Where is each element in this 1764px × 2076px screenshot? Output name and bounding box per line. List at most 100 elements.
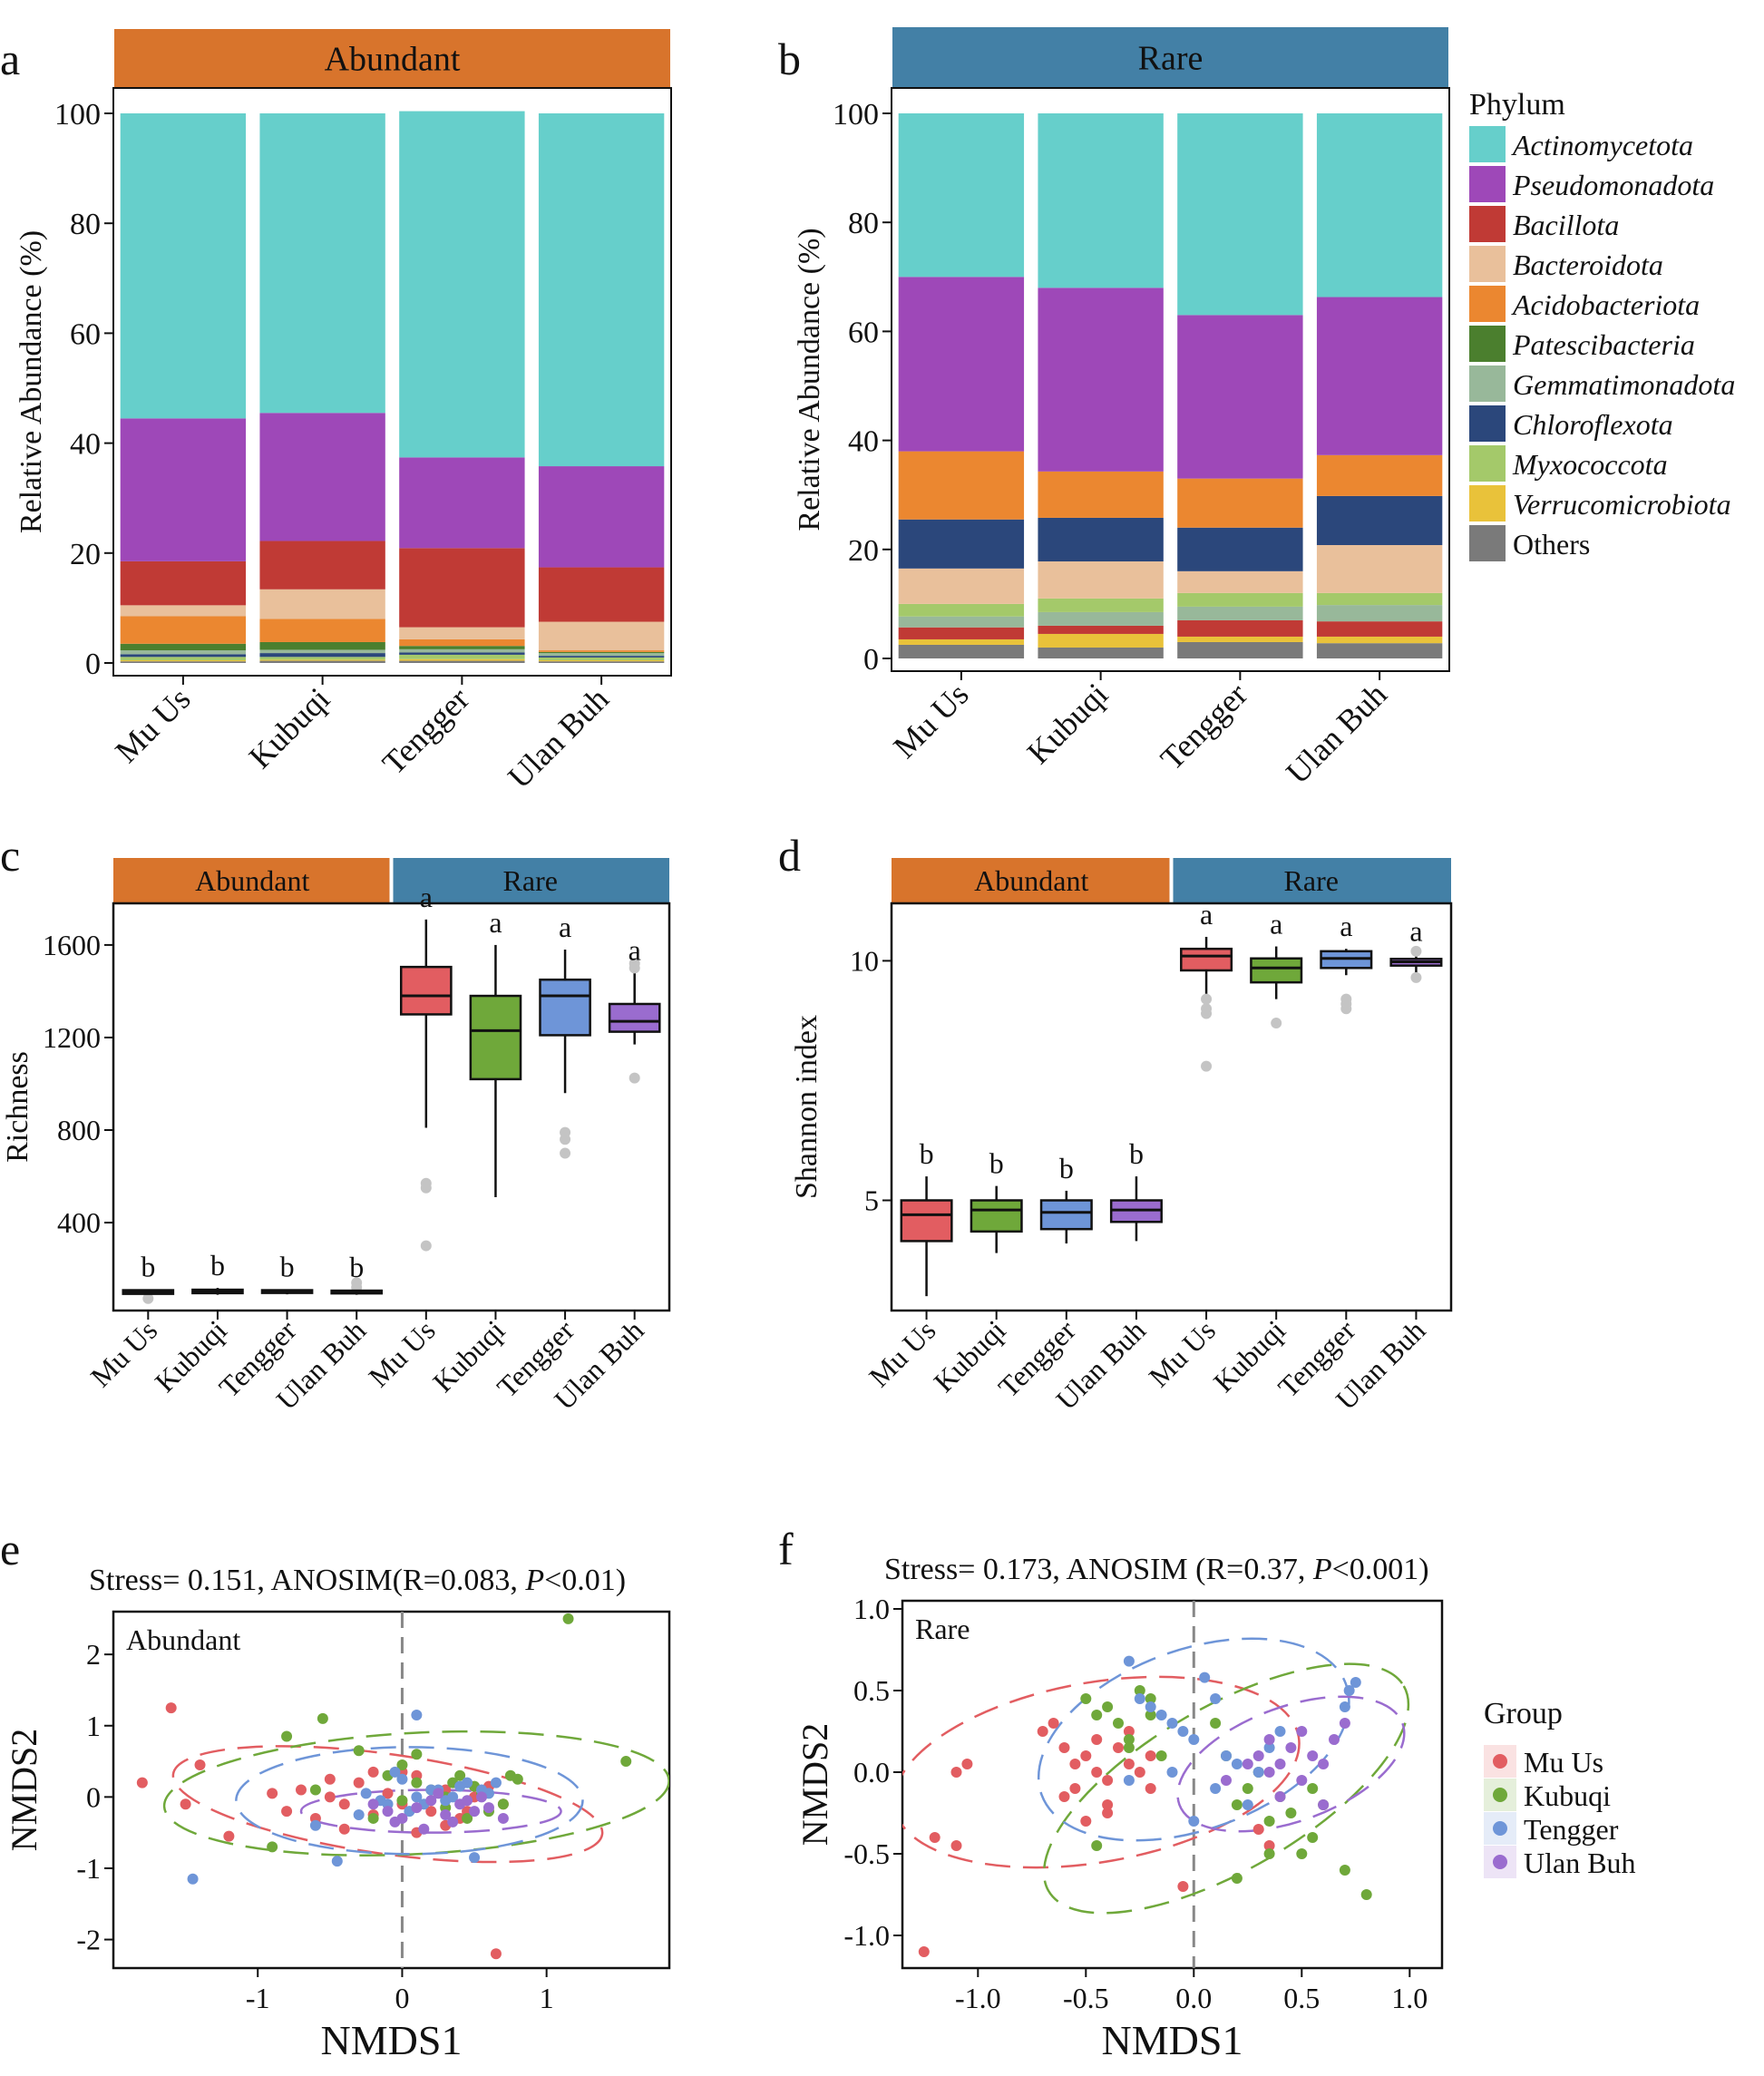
box-mu-us [1180,947,1233,972]
bar-segment-others [1177,641,1303,658]
box-mu-us [900,1199,953,1243]
point-ulan-buh [469,1806,481,1818]
point-tengger [360,1788,372,1799]
point-mu-us [1069,1783,1081,1794]
point-mu-us [324,1791,336,1803]
plot-title: Stress= 0.173, ANOSIM (R=0.37, P<0.001) [884,1553,1429,1586]
point-kubuqi [1145,1710,1156,1720]
x-tick-label: Mu Us [84,1313,164,1393]
plot-frame [112,1610,671,1970]
legend-label-myxococcota: Myxococcota [1512,448,1668,481]
bar-segment-pseudomonadota [120,418,247,561]
point-kubuqi [1263,1848,1275,1859]
ellipse-kubuqi [1042,1662,1410,1915]
legend-key-others [1469,525,1506,561]
significance-letter: b [141,1251,155,1283]
bar-segment-patescibacteria [120,643,247,651]
bar-segment-others [399,660,525,663]
box-outlier [351,1277,363,1289]
point-mu-us [1145,1750,1156,1761]
point-ulan-buh [389,1816,401,1827]
point-ulan-buh [1252,1750,1264,1761]
point-mu-us [353,1777,365,1788]
point-ulan-buh [1285,1742,1297,1753]
point-tengger [1350,1677,1361,1688]
facet-strip [892,27,1448,88]
x-tick-label: 0.5 [1283,1982,1320,2014]
point-mu-us [1058,1742,1070,1753]
legend-key-bacillota [1469,206,1506,242]
panel-b-stacked-bar: Rare 0 20 40 60 80 100 Relative Abundance (%) Mu… [793,27,1450,791]
point-tengger [1166,1767,1178,1778]
y-axis-title: NMDS2 [4,1729,44,1852]
box-outlier [1410,971,1422,983]
point-mu-us [1037,1726,1048,1737]
bar-segment-chloroflexota [259,653,385,658]
y-tick-label: 5 [864,1184,879,1217]
y-tick-label: 0 [86,1780,101,1813]
y-tick-label: 0.5 [853,1674,890,1707]
point-kubuqi [454,1769,466,1781]
point-kubuqi [462,1812,473,1824]
bar-segment-bacillota [538,567,665,622]
point-kubuqi [1307,1832,1319,1843]
legend-label-bacteroidota: Bacteroidota [1513,249,1663,281]
y-axis-title: NMDS2 [794,1723,835,1847]
box-kubuqi [469,994,522,1081]
bar-segment-actinomycetota [898,113,1025,278]
bar-segment-chloroflexota [1177,527,1303,571]
point-kubuqi [1360,1889,1372,1900]
y-tick-label: 80 [848,207,879,240]
bar-segment-pseudomonadota [259,413,385,541]
point-ulan-buh [1339,1718,1350,1729]
bar-segment-bacteroidota [1177,570,1303,593]
point-tengger [389,1766,401,1778]
point-kubuqi [396,1759,408,1770]
legend-key-mu-us [1493,1754,1507,1769]
point-mu-us [425,1806,437,1818]
point-mu-us [180,1798,191,1810]
box-outlier [420,1240,432,1252]
box-ulan-buh [608,1002,661,1033]
bar-segment-myxococcota [399,654,525,659]
facet-strip [114,29,670,88]
bar-segment-bacillota [898,627,1025,639]
bar-segment-bacteroidota [399,627,525,639]
point-kubuqi [411,1749,423,1760]
plot-frame [901,1599,1444,1970]
bar-segment-gemmatimonadota [1038,611,1164,626]
point-tengger [1231,1759,1243,1769]
legend-key-myxococcota [1469,445,1506,482]
point-tengger [411,1791,423,1803]
point-tengger [309,1819,321,1831]
box-kubuqi [970,1199,1023,1233]
x-tick-label: Mu Us [886,676,975,765]
legend-label-bacillota: Bacillota [1513,209,1619,241]
box-mu-us [399,965,453,1016]
y-tick-label: 0 [85,648,101,681]
point-mu-us [918,1946,930,1957]
legend-label-kubuqi: Kubuqi [1524,1779,1611,1812]
point-kubuqi [1091,1710,1103,1720]
point-mu-us [1102,1775,1114,1786]
bar-segment-chloroflexota [538,656,665,658]
point-ulan-buh [1296,1726,1308,1737]
point-mu-us [1048,1718,1059,1729]
point-ulan-buh [433,1788,444,1799]
point-mu-us [1134,1767,1145,1778]
y-axis-title: Shannon index [790,1015,824,1199]
ellipse-kubuqi [162,1730,669,1857]
point-kubuqi [411,1777,423,1788]
bar-segment-patescibacteria [259,641,385,650]
point-mu-us [1091,1767,1103,1778]
point-mu-us [1252,1824,1264,1835]
ellipse-tengger [235,1746,584,1856]
bar-segment-others [898,644,1025,658]
point-mu-us [338,1798,350,1810]
point-mu-us [1177,1881,1189,1892]
y-tick-label: 20 [848,534,879,568]
significance-letter: b [210,1249,225,1282]
bar-segment-myxococcota [259,657,385,660]
facet-strip-rare [393,858,669,903]
bar-segment-gemmatimonadota [399,648,525,653]
